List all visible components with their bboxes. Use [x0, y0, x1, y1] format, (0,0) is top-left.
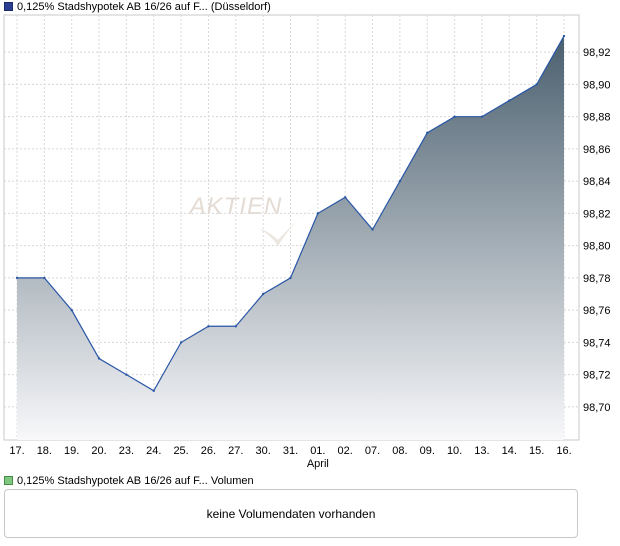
y-tick-label: 98,84	[583, 176, 611, 188]
price-point	[289, 276, 292, 280]
x-tick-label: 20.	[91, 445, 106, 457]
price-point	[15, 276, 19, 280]
y-tick-label: 98,76	[583, 305, 611, 317]
y-tick-label: 98,78	[583, 273, 611, 285]
volume-panel: keine Volumendaten vorhanden	[4, 489, 578, 538]
x-tick-label: 01.	[310, 445, 325, 457]
y-tick-label: 98,90	[583, 79, 611, 91]
price-point	[508, 99, 511, 102]
price-chart: AKTIEN 17. 18. 19. 20. 23. 24. 25. 26. 27. 30. 31.…	[3, 14, 611, 470]
x-tick-label: 10.	[447, 445, 462, 457]
price-legend-swatch	[4, 2, 13, 11]
price-point	[535, 83, 538, 86]
x-tick-label: 07.	[365, 445, 380, 457]
x-tick-label: 17.	[9, 445, 24, 457]
price-point	[234, 325, 237, 328]
y-tick-label: 98,72	[583, 370, 611, 382]
price-point	[480, 115, 484, 118]
price-point	[43, 276, 46, 280]
y-tick-label: 98,82	[583, 208, 611, 220]
price-point	[97, 357, 101, 360]
price-point	[371, 228, 374, 231]
x-tick-label: 08.	[392, 445, 407, 457]
x-tick-label: 26.	[201, 445, 216, 457]
x-tick-label: 19.	[64, 445, 79, 457]
no-volume-message: keine Volumendaten vorhanden	[206, 506, 376, 521]
price-point	[398, 179, 402, 183]
x-tick-label: 15.	[529, 445, 544, 457]
price-point	[453, 115, 456, 118]
price-area	[17, 36, 564, 441]
x-tick-label: 16.	[556, 445, 571, 457]
y-tick-label: 98,88	[583, 112, 611, 124]
price-point	[316, 212, 320, 215]
y-tick-label: 98,80	[583, 241, 611, 253]
x-tick-label: 25.	[173, 445, 188, 457]
price-point	[562, 34, 566, 38]
x-tick-label: 24.	[146, 445, 161, 457]
y-tick-label: 98,86	[583, 144, 611, 156]
x-tick-label: 14.	[502, 445, 517, 457]
x-tick-label: 18.	[37, 445, 52, 457]
price-point	[70, 308, 73, 312]
price-point	[125, 373, 128, 376]
x-tick-label: 02.	[338, 445, 353, 457]
price-point	[261, 292, 265, 296]
y-tick-label: 98,70	[583, 402, 611, 414]
x-tick-label: 30.	[256, 445, 271, 457]
x-tick-label: 09.	[420, 445, 435, 457]
x-tick-label: 13.	[474, 445, 489, 457]
x-tick-label: 27.	[228, 445, 243, 457]
price-point	[344, 196, 347, 199]
volume-legend: 0,125% Stadshypotek AB 16/26 auf F... Vo…	[4, 475, 254, 488]
x-month-label: April	[307, 458, 329, 470]
price-legend-label: 0,125% Stadshypotek AB 16/26 auf F... (D…	[17, 1, 271, 13]
price-point	[207, 325, 210, 328]
y-tick-label: 98,92	[583, 47, 611, 59]
price-legend: 0,125% Stadshypotek AB 16/26 auf F... (D…	[4, 1, 271, 14]
price-point	[152, 389, 155, 392]
price-point	[179, 341, 183, 344]
x-tick-label: 31.	[283, 445, 298, 457]
watermark: AKTIEN	[188, 193, 283, 220]
volume-legend-swatch	[4, 476, 13, 485]
price-point	[426, 131, 429, 134]
x-tick-label: 23.	[119, 445, 134, 457]
volume-legend-label: 0,125% Stadshypotek AB 16/26 auf F... Vo…	[17, 475, 254, 487]
y-tick-label: 98,74	[583, 337, 611, 349]
